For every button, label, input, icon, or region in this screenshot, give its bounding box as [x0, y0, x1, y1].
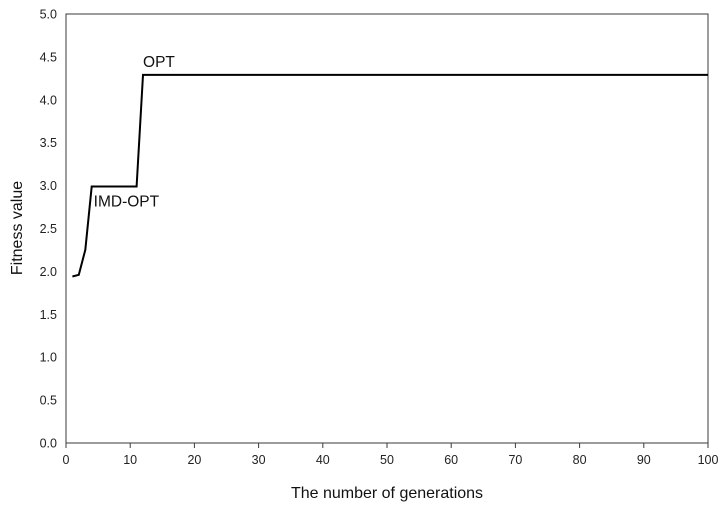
y-tick-label: 0.5 — [40, 394, 57, 408]
series-group — [72, 73, 708, 278]
x-tick-label: 10 — [123, 453, 137, 467]
y-tick-label: 5.0 — [40, 8, 57, 22]
series-line — [72, 73, 708, 278]
plot-area — [65, 13, 709, 444]
y-tick-label: 1.5 — [40, 308, 57, 322]
x-tick-label: 60 — [444, 453, 458, 467]
x-axis-title: The number of generations — [291, 485, 483, 502]
y-tick-label: 3.0 — [40, 179, 57, 193]
y-axis-title: Fitness value — [9, 181, 26, 275]
x-tick-label: 40 — [316, 453, 330, 467]
y-axis-ticks: 0.0 0.5 1.0 1.5 2.0 2.5 3.0 3.5 4.0 4.5 5.0 — [40, 8, 57, 451]
y-tick-label: 4.5 — [40, 50, 57, 64]
annotation-group: OPT IMD-OPT — [94, 54, 176, 211]
x-tick-label: 80 — [573, 453, 587, 467]
y-tick-label: 2.5 — [40, 222, 57, 236]
annotation-label: OPT — [143, 54, 175, 71]
x-tick-label: 90 — [637, 453, 651, 467]
y-tick-label: 0.0 — [40, 437, 57, 451]
x-axis-ticks: 0 10 20 30 40 50 60 70 80 90 100 — [63, 443, 719, 467]
x-tick-label: 50 — [380, 453, 394, 467]
y-tick-label: 2.0 — [40, 265, 57, 279]
x-tick-label: 70 — [508, 453, 522, 467]
x-tick-label: 100 — [698, 453, 719, 467]
x-tick-label: 30 — [252, 453, 266, 467]
y-tick-label: 4.0 — [40, 93, 57, 107]
y-tick-label: 1.0 — [40, 351, 57, 365]
x-tick-label: 20 — [187, 453, 201, 467]
y-tick-label: 3.5 — [40, 136, 57, 150]
x-tick-label: 0 — [63, 453, 70, 467]
annotation-label: IMD-OPT — [94, 193, 160, 210]
